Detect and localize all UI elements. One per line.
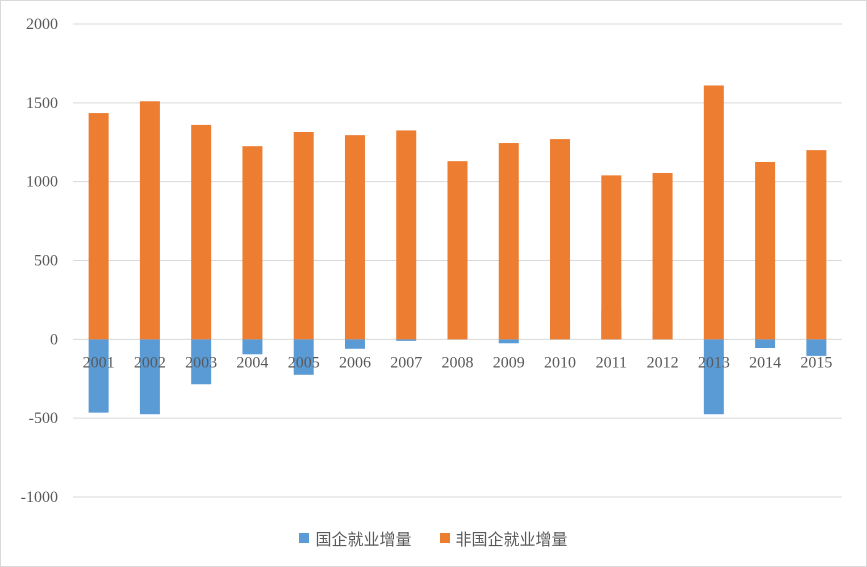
bar-non-soe	[293, 132, 314, 340]
bar-non-soe	[88, 113, 109, 340]
bar-non-soe	[447, 161, 468, 340]
bar-soe	[191, 339, 212, 385]
x-tick-label: 2007	[390, 354, 422, 371]
x-tick-label: 2013	[698, 354, 730, 371]
x-tick-label: 2010	[544, 354, 576, 371]
y-tick-label: -1000	[21, 489, 58, 506]
bar-soe	[88, 339, 109, 413]
y-tick-label: 2000	[26, 16, 58, 33]
x-tick-label: 2004	[236, 354, 268, 371]
legend: 国企就业增量 非国企就业增量	[0, 526, 867, 550]
bar-soe	[703, 339, 724, 415]
y-tick-label: 0	[50, 331, 58, 348]
bar-non-soe	[550, 139, 571, 340]
legend-label-non-soe: 非国企就业增量	[455, 530, 568, 549]
x-axis-ticks: 2001 2002 2003 2004 2005 2006 2007 2008 2009 2010…	[83, 354, 833, 371]
x-tick-label: 2011	[596, 354, 627, 371]
bar-soe	[242, 339, 263, 355]
bar-non-soe	[755, 161, 776, 340]
y-tick-label: 1000	[26, 174, 58, 191]
bar-non-soe	[498, 143, 519, 340]
bar-non-soe	[139, 101, 160, 340]
bar-soe	[806, 339, 827, 356]
bar-soe	[293, 339, 314, 375]
bar-non-soe	[242, 146, 263, 340]
legend-swatch-soe	[299, 533, 310, 543]
legend-item-soe: 国企就业增量	[299, 526, 412, 550]
bar-soe	[396, 339, 417, 341]
bar-soe	[755, 339, 776, 349]
x-tick-label: 2006	[339, 354, 371, 371]
x-tick-label: 2015	[800, 354, 832, 371]
bar-non-soe	[191, 124, 212, 340]
legend-item-non-soe: 非国企就业增量	[439, 526, 568, 550]
bar-non-soe	[703, 85, 724, 340]
x-tick-label: 2003	[185, 354, 217, 371]
bar-non-soe	[344, 135, 365, 340]
y-tick-label: -500	[29, 410, 58, 427]
x-tick-label: 2012	[647, 354, 679, 371]
bar-non-soe	[396, 130, 417, 340]
bars	[88, 85, 827, 415]
bar-soe	[344, 339, 365, 349]
legend-label-soe: 国企就业增量	[315, 530, 412, 549]
x-tick-label: 2001	[83, 354, 115, 371]
x-tick-label: 2014	[749, 354, 781, 371]
y-axis-ticks: 2000 1500 1000 500 0 -500 -1000	[21, 16, 58, 506]
y-tick-label: 500	[34, 253, 58, 270]
bar-non-soe	[601, 175, 622, 340]
bar-soe	[498, 339, 519, 344]
x-tick-label: 2002	[134, 354, 166, 371]
bar-non-soe	[652, 172, 673, 340]
bar-non-soe	[806, 150, 827, 340]
bar-soe	[139, 339, 160, 415]
x-tick-label: 2008	[442, 354, 474, 371]
x-tick-label: 2009	[493, 354, 525, 371]
x-tick-label: 2005	[288, 354, 320, 371]
y-tick-label: 1500	[26, 95, 58, 112]
legend-swatch-non-soe	[439, 533, 450, 543]
